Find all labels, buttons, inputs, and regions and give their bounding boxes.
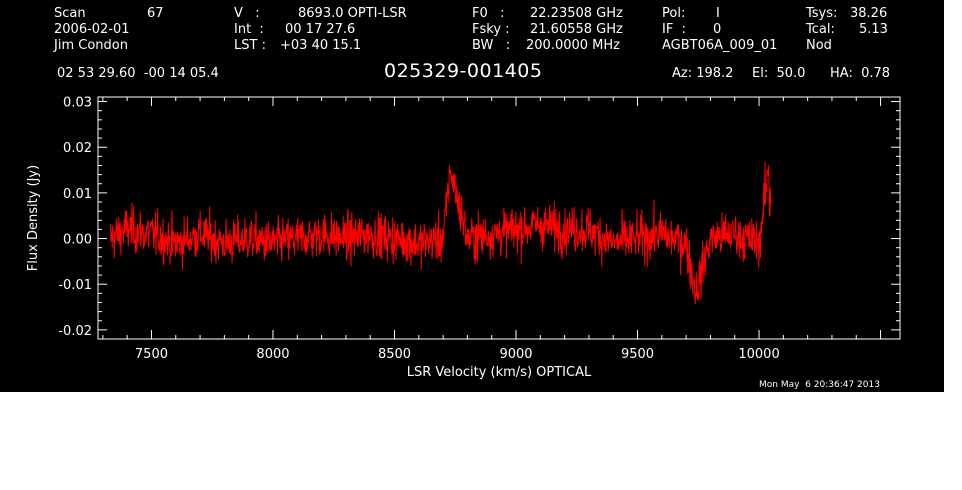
elevation: El: 50.0 [752,66,806,81]
lst-value: +03 40 15.1 [280,38,362,53]
spectrum-line [109,161,772,305]
plot-frame [97,96,901,340]
fsky-value: 21.60558 GHz [530,22,623,37]
source-coordinates: 02 53 29.60 -00 14 05.4 [57,66,219,81]
if-label: IF : [662,22,686,37]
lst-label: LST : [234,38,266,53]
y-tick-label: 0.03 [63,96,92,111]
tcal-label: Tcal: [806,22,835,37]
velocity-label: V : [234,6,260,21]
f0-value: 22.23508 GHz [530,6,623,21]
y-tick-label: 0.00 [63,233,92,248]
bw-label: BW : [472,38,511,53]
plot-panel: Scan 67 2006-02-01 Jim Condon V : 8693.0… [0,0,944,392]
y-axis-label: Flux Density (Jy) [26,165,41,271]
x-axis-label: LSR Velocity (km/s) OPTICAL [407,365,592,380]
f0-label: F0 : [472,6,505,21]
y-tick-label: 0.01 [63,187,92,202]
x-tick-label: 9000 [499,347,532,362]
hour-angle: HA: 0.78 [830,66,891,81]
source-name: 025329-001405 [384,60,543,82]
y-tick-label: -0.01 [58,278,92,293]
bw-value: 200.0000 MHz [526,38,620,53]
x-tick-label: 8000 [256,347,289,362]
tsys-value: 38.26 [850,6,888,21]
obs-date: 2006-02-01 [54,22,130,37]
int-label: Int : [234,22,264,37]
if-value: 0 [713,22,722,37]
x-tick-label: 7500 [135,347,168,362]
velocity-value: 8693.0 OPTI-LSR [298,6,407,21]
spectrum-chart: 7500 8000 8500 9000 9500 10000 -0.02 -0.01 0.00 0… [26,96,901,380]
fsky-label: Fsky : [472,22,510,37]
scan-value: 67 [147,6,164,21]
x-tick-label: 10000 [738,347,779,362]
azimuth: Az: 198.2 [672,66,734,81]
obs-mode: Nod [806,38,832,53]
scan-label: Scan [54,6,86,21]
x-tick-label: 9500 [621,347,654,362]
int-value: 00 17 27.6 [285,22,356,37]
y-tick-label: -0.02 [58,324,92,339]
plot-timestamp: Mon May 6 20:36:47 2013 [759,380,880,390]
x-tick-label: 8500 [378,347,411,362]
observer-name: Jim Condon [54,38,128,53]
tcal-value: 5.13 [859,22,888,37]
y-tick-label: 0.02 [63,141,92,156]
pol-label: Pol: [662,6,686,21]
project-id: AGBT06A_009_01 [662,38,778,53]
tsys-label: Tsys: [806,6,838,21]
pol-value: I [716,6,720,21]
